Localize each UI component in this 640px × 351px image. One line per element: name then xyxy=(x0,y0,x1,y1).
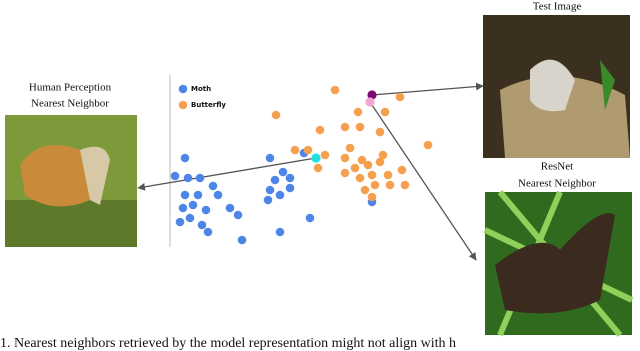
point xyxy=(305,213,315,223)
image-label: Test Image xyxy=(533,1,582,13)
point xyxy=(185,213,195,223)
point xyxy=(367,192,377,202)
point xyxy=(340,168,350,178)
point xyxy=(213,190,223,200)
highlight-point xyxy=(311,153,321,163)
legend-marker xyxy=(178,84,188,94)
point xyxy=(355,122,365,132)
point xyxy=(363,160,373,170)
legend-label: Moth xyxy=(191,85,211,93)
caption: 1. Nearest neighbors retrieved by the mo… xyxy=(0,336,456,351)
point xyxy=(383,170,393,180)
point xyxy=(285,173,295,183)
point xyxy=(378,150,388,160)
point xyxy=(188,200,198,210)
image-label: Nearest Neighbor xyxy=(31,98,109,110)
point xyxy=(180,190,190,200)
image-label: Human Perception xyxy=(29,82,112,94)
point xyxy=(201,205,211,215)
point xyxy=(367,170,377,180)
point xyxy=(360,185,370,195)
point xyxy=(285,183,295,193)
point xyxy=(330,85,340,95)
arrow xyxy=(369,101,477,261)
point xyxy=(233,210,243,220)
point xyxy=(195,173,205,183)
point xyxy=(265,185,275,195)
point xyxy=(197,220,207,230)
point xyxy=(315,125,325,135)
point xyxy=(270,175,280,185)
point xyxy=(355,173,365,183)
point xyxy=(353,107,363,117)
point xyxy=(183,173,193,183)
point xyxy=(175,217,185,227)
point xyxy=(370,180,380,190)
image-label: Nearest Neighbor xyxy=(518,178,596,190)
point xyxy=(385,180,395,190)
point xyxy=(375,157,385,167)
point xyxy=(380,107,390,117)
point xyxy=(263,195,273,205)
point xyxy=(271,110,281,120)
legend-marker xyxy=(178,100,188,110)
legend-label: Butterfly xyxy=(191,101,226,109)
image-label: ResNet xyxy=(541,161,573,173)
human-image xyxy=(5,115,137,247)
point xyxy=(203,227,213,237)
point xyxy=(275,190,285,200)
point xyxy=(290,145,300,155)
point xyxy=(237,235,247,245)
point xyxy=(340,153,350,163)
point xyxy=(178,203,188,213)
point xyxy=(265,153,275,163)
point xyxy=(303,145,313,155)
point xyxy=(278,167,288,177)
arrow xyxy=(371,82,484,96)
point xyxy=(180,153,190,163)
highlight-point xyxy=(367,90,377,100)
point xyxy=(208,181,218,191)
point xyxy=(375,127,385,137)
point xyxy=(320,150,330,160)
point xyxy=(397,165,407,175)
point xyxy=(400,180,410,190)
resnet-image xyxy=(483,190,634,337)
point xyxy=(340,122,350,132)
point xyxy=(225,203,235,213)
point xyxy=(313,163,323,173)
point xyxy=(345,143,355,153)
point xyxy=(395,92,405,102)
point xyxy=(275,227,285,237)
highlight-point xyxy=(365,97,375,107)
point xyxy=(170,171,180,181)
point xyxy=(423,140,433,150)
point xyxy=(193,190,203,200)
point xyxy=(350,163,360,173)
arrow xyxy=(137,157,317,191)
test-image xyxy=(483,15,630,158)
point xyxy=(357,155,367,165)
